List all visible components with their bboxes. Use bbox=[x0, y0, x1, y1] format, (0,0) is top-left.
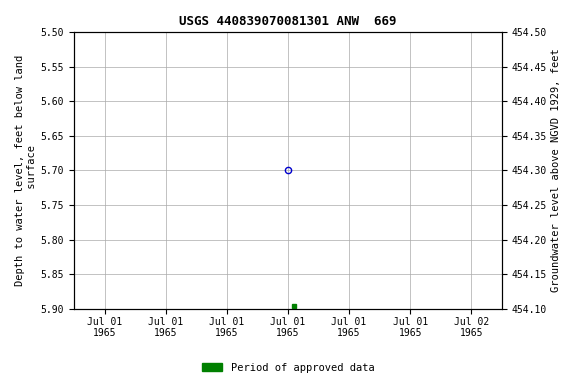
Y-axis label: Depth to water level, feet below land
 surface: Depth to water level, feet below land su… bbox=[15, 55, 37, 286]
Legend: Period of approved data: Period of approved data bbox=[198, 359, 378, 377]
Title: USGS 440839070081301 ANW  669: USGS 440839070081301 ANW 669 bbox=[179, 15, 397, 28]
Y-axis label: Groundwater level above NGVD 1929, feet: Groundwater level above NGVD 1929, feet bbox=[551, 49, 561, 292]
